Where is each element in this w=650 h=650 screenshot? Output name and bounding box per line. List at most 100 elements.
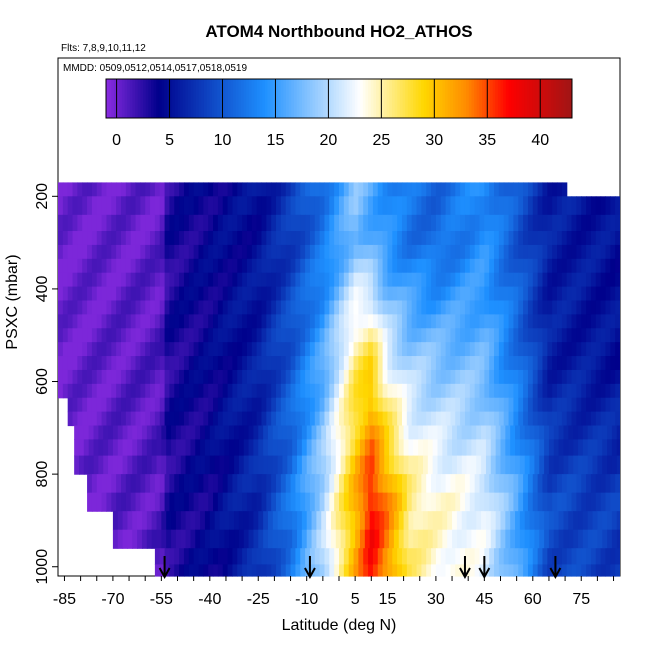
heatmap-cell: [111, 258, 117, 274]
heatmap-cell: [339, 383, 345, 399]
heatmap-cell: [387, 328, 393, 343]
heatmap-cell: [277, 529, 284, 549]
heatmap-cell: [214, 455, 221, 475]
heatmap-cell: [343, 397, 350, 413]
heatmap-cell: [353, 272, 359, 288]
heatmap-cell: [489, 397, 495, 413]
heatmap-cell: [324, 369, 330, 385]
heatmap-cell: [314, 244, 321, 260]
heatmap-cell: [193, 411, 200, 427]
heatmap-cell: [161, 455, 167, 475]
heatmap-cell: [213, 369, 219, 385]
heatmap-cell: [243, 425, 250, 440]
heatmap-cell: [508, 548, 515, 566]
heatmap-cell: [474, 286, 481, 302]
colorbar-segment: [106, 79, 110, 118]
heatmap-cell: [213, 231, 219, 246]
heatmap-cell: [101, 258, 108, 274]
heatmap-cell: [242, 342, 248, 357]
x-tick-label: 15: [379, 591, 397, 608]
heatmap-cell: [159, 258, 166, 274]
heatmap-cell: [592, 425, 598, 440]
heatmap-cell: [431, 272, 437, 288]
heatmap-cell: [571, 474, 577, 494]
heatmap-cell: [416, 244, 422, 260]
y-tick-label: 800: [34, 461, 51, 488]
heatmap-cell: [290, 492, 296, 512]
heatmap-cell: [116, 314, 122, 329]
heatmap-cell: [377, 342, 384, 357]
heatmap-cell: [557, 214, 563, 232]
heatmap-cell: [401, 196, 408, 216]
heatmap-cell: [295, 548, 301, 566]
heatmap-cell: [571, 369, 577, 385]
heatmap-cell: [542, 397, 548, 413]
heatmap-cell: [586, 474, 592, 494]
heatmap-cell: [403, 455, 410, 475]
heatmap-cell: [251, 300, 258, 315]
heatmap-cell: [498, 397, 505, 413]
heatmap-cell: [586, 411, 592, 427]
heatmap-cell: [542, 196, 548, 216]
heatmap-cell: [159, 272, 166, 288]
heatmap-cell: [280, 258, 287, 274]
heatmap-cell: [557, 196, 563, 216]
heatmap-cell: [503, 564, 510, 577]
heatmap-cell: [445, 244, 452, 260]
heatmap-cell: [547, 196, 553, 216]
heatmap-cell: [397, 397, 403, 413]
heatmap-cell: [169, 214, 175, 232]
heatmap-cell: [309, 286, 316, 302]
heatmap-cell: [431, 397, 437, 413]
heatmap-cell: [392, 300, 398, 315]
heatmap-cell: [406, 182, 413, 197]
heatmap-cell: [204, 511, 211, 531]
heatmap-cell: [111, 286, 117, 302]
heatmap-cell: [489, 383, 495, 399]
heatmap-cell: [324, 397, 330, 413]
heatmap-cell: [397, 196, 403, 216]
heatmap-cell: [266, 328, 272, 343]
heatmap-cell: [568, 425, 574, 440]
heatmap-cell: [198, 342, 204, 357]
heatmap-cell: [132, 511, 138, 531]
heatmap-cell: [595, 244, 602, 260]
heatmap-cell: [188, 182, 195, 197]
heatmap-cell: [576, 244, 582, 260]
heatmap-cell: [164, 342, 171, 357]
heatmap-cell: [460, 411, 466, 427]
heatmap-cell: [387, 342, 393, 357]
heatmap-cell: [411, 411, 418, 427]
heatmap-cell: [120, 356, 127, 371]
heatmap-cell: [518, 214, 524, 232]
heatmap-cell: [597, 425, 603, 440]
heatmap-cell: [78, 439, 85, 457]
heatmap-cell: [263, 439, 269, 457]
heatmap-cell: [125, 328, 132, 343]
heatmap-cell: [397, 369, 403, 385]
heatmap-cell: [518, 300, 524, 315]
heatmap-cell: [145, 411, 151, 427]
heatmap-cell: [571, 356, 577, 371]
heatmap-cell: [106, 356, 112, 371]
heatmap-cell: [552, 196, 558, 216]
heatmap-cell: [295, 564, 301, 577]
heatmap-cell: [455, 244, 461, 260]
heatmap-cell: [519, 425, 526, 440]
colorbar-segment: [113, 79, 117, 118]
heatmap-cell: [431, 492, 437, 512]
colorbar-segment: [219, 79, 223, 118]
heatmap-cell: [334, 383, 340, 399]
colorbar-segment: [185, 79, 189, 118]
heatmap-cell: [232, 411, 238, 427]
heatmap-cell: [518, 196, 524, 216]
heatmap-cell: [392, 231, 398, 246]
heatmap-cell: [243, 529, 250, 549]
heatmap-cell: [266, 474, 272, 494]
heatmap-cell: [343, 314, 350, 329]
heatmap-cell: [190, 439, 196, 457]
heatmap-cell: [498, 474, 505, 494]
heatmap-cell: [363, 356, 369, 371]
heatmap-cell: [251, 564, 258, 577]
heatmap-cell: [242, 548, 248, 566]
